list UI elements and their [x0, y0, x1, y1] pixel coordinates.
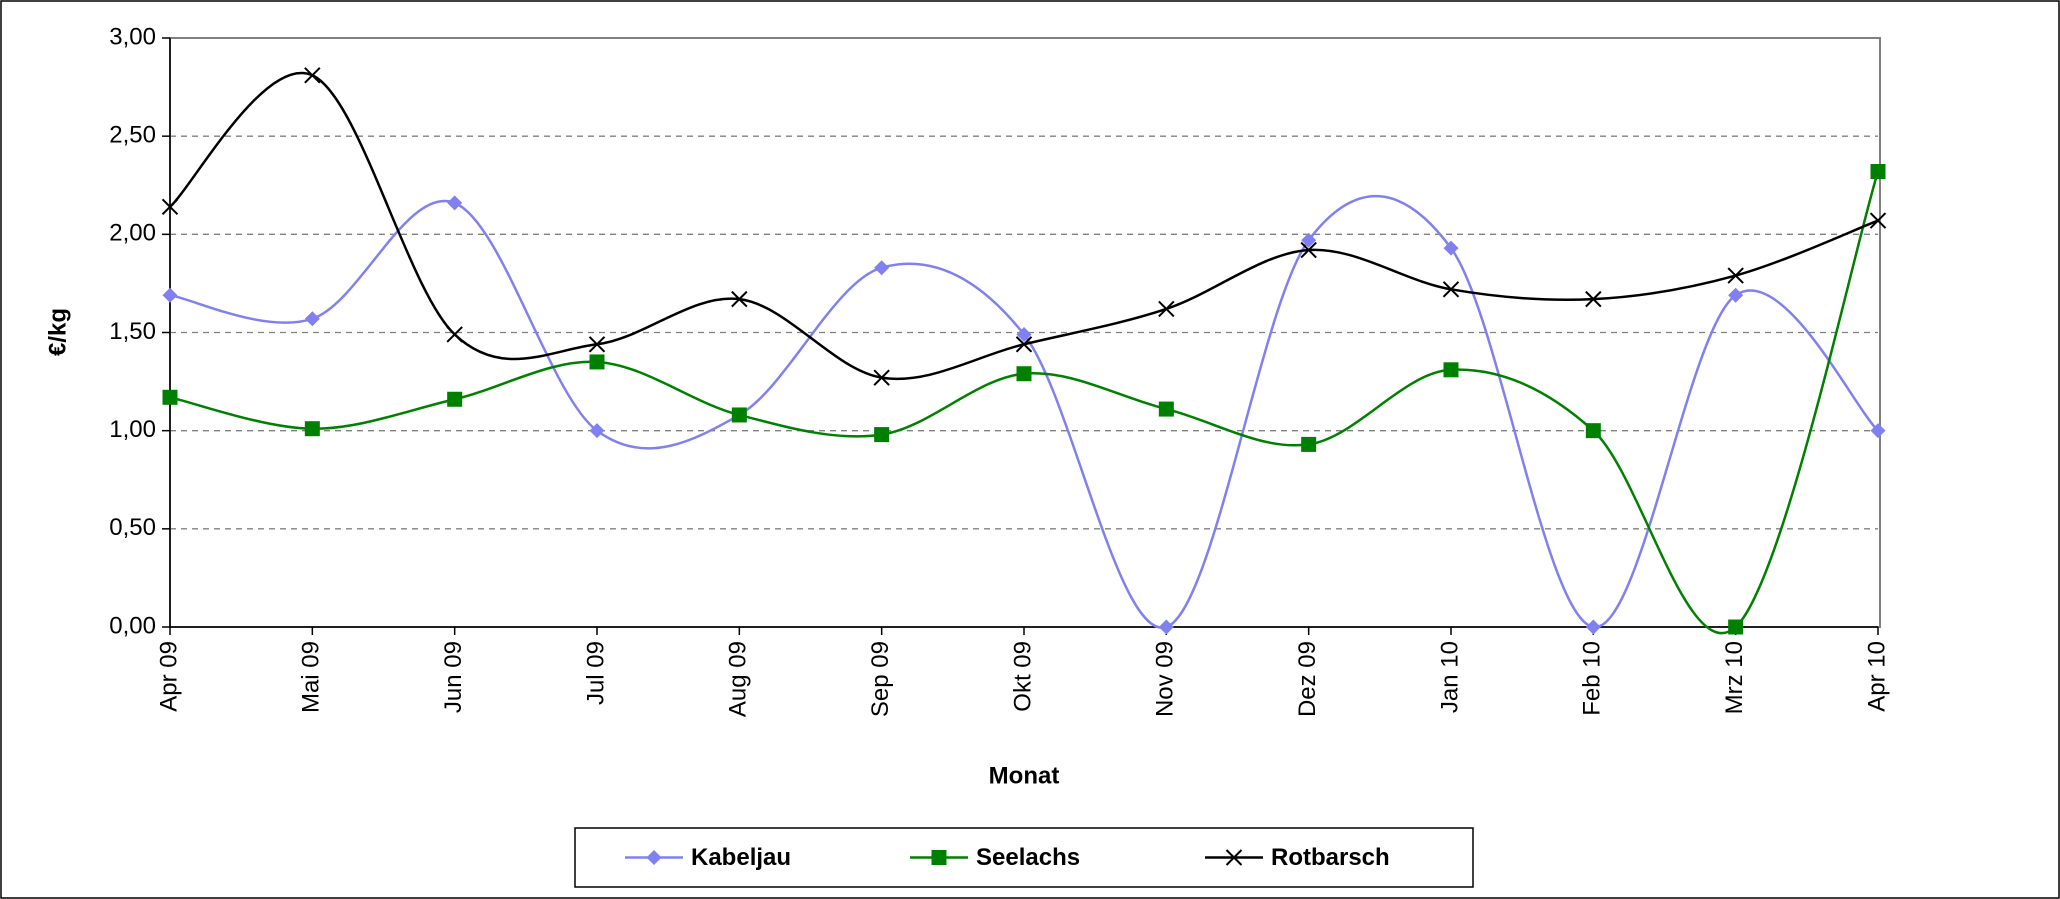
- x-tick-label: Feb 10: [1579, 641, 1606, 716]
- data-point: [1728, 287, 1744, 303]
- data-point: [589, 423, 605, 439]
- data-point: [1585, 423, 1601, 439]
- x-tick-label: Sep 09: [867, 641, 894, 717]
- data-point: [874, 260, 890, 276]
- data-point: [1585, 290, 1602, 308]
- data-point: [446, 326, 463, 343]
- data-point: [1870, 423, 1886, 439]
- data-point: [731, 290, 748, 308]
- y-axis-title: €/kg: [44, 308, 71, 356]
- data-point: [1727, 267, 1744, 284]
- data-point: [304, 421, 320, 437]
- data-point: [874, 427, 890, 443]
- x-tick-label: Okt 09: [1009, 641, 1036, 712]
- x-tick-label: Mrz 10: [1721, 641, 1748, 714]
- y-tick-label: 2,00: [109, 220, 156, 247]
- data-point: [162, 287, 178, 303]
- legend-label: Rotbarsch: [1271, 844, 1390, 871]
- x-tick-label: Dez 09: [1294, 641, 1321, 717]
- legend-label: Kabeljau: [691, 844, 791, 871]
- data-point: [1443, 362, 1459, 378]
- x-tick-label: Mai 09: [298, 641, 325, 713]
- data-point: [931, 850, 947, 865]
- data-point: [1225, 849, 1243, 866]
- data-point: [1870, 164, 1886, 180]
- data-point: [162, 389, 178, 405]
- data-point: [1158, 619, 1174, 635]
- data-point: [1585, 619, 1601, 635]
- data-point: [447, 391, 463, 407]
- y-tick-label: 0,50: [109, 514, 156, 541]
- data-point: [1158, 401, 1174, 417]
- y-tick-label: 3,00: [109, 23, 156, 50]
- y-tick-label: 1,50: [109, 318, 156, 345]
- series-line: [169, 171, 1880, 635]
- data-point: [447, 195, 463, 211]
- data-point: [1015, 336, 1033, 353]
- x-tick-label: Jun 09: [440, 641, 467, 713]
- data-point: [1300, 241, 1317, 259]
- x-tick-label: Apr 10: [1863, 641, 1890, 712]
- series-line: [169, 194, 1879, 629]
- data-point: [1728, 619, 1744, 635]
- data-point: [589, 354, 605, 370]
- series-line: [169, 71, 1879, 381]
- data-point: [1869, 212, 1887, 229]
- data-point: [1301, 436, 1317, 452]
- data-point: [873, 369, 890, 386]
- x-tick-label: Apr 09: [155, 641, 182, 712]
- x-tick-label: Aug 09: [725, 641, 752, 717]
- data-point: [588, 336, 606, 353]
- data-point: [1442, 281, 1460, 298]
- data-point: [1158, 300, 1175, 318]
- data-point: [1016, 366, 1032, 382]
- data-point: [1301, 232, 1317, 248]
- legend: [574, 827, 1474, 888]
- x-tick-label: Jul 09: [582, 641, 609, 705]
- data-point: [1443, 240, 1459, 256]
- y-tick-label: 1,00: [109, 416, 156, 443]
- y-tick-label: 0,00: [109, 612, 156, 639]
- y-tick-label: 2,50: [109, 122, 156, 149]
- x-tick-label: Nov 09: [1152, 641, 1179, 717]
- x-axis-title: Monat: [989, 762, 1060, 789]
- legend-label: Seelachs: [976, 844, 1080, 871]
- data-point: [1016, 326, 1032, 342]
- data-point: [304, 311, 320, 327]
- data-point: [161, 198, 179, 216]
- data-point: [304, 67, 321, 84]
- x-tick-label: Jan 10: [1436, 641, 1463, 713]
- data-point: [646, 850, 662, 865]
- data-point: [731, 407, 747, 423]
